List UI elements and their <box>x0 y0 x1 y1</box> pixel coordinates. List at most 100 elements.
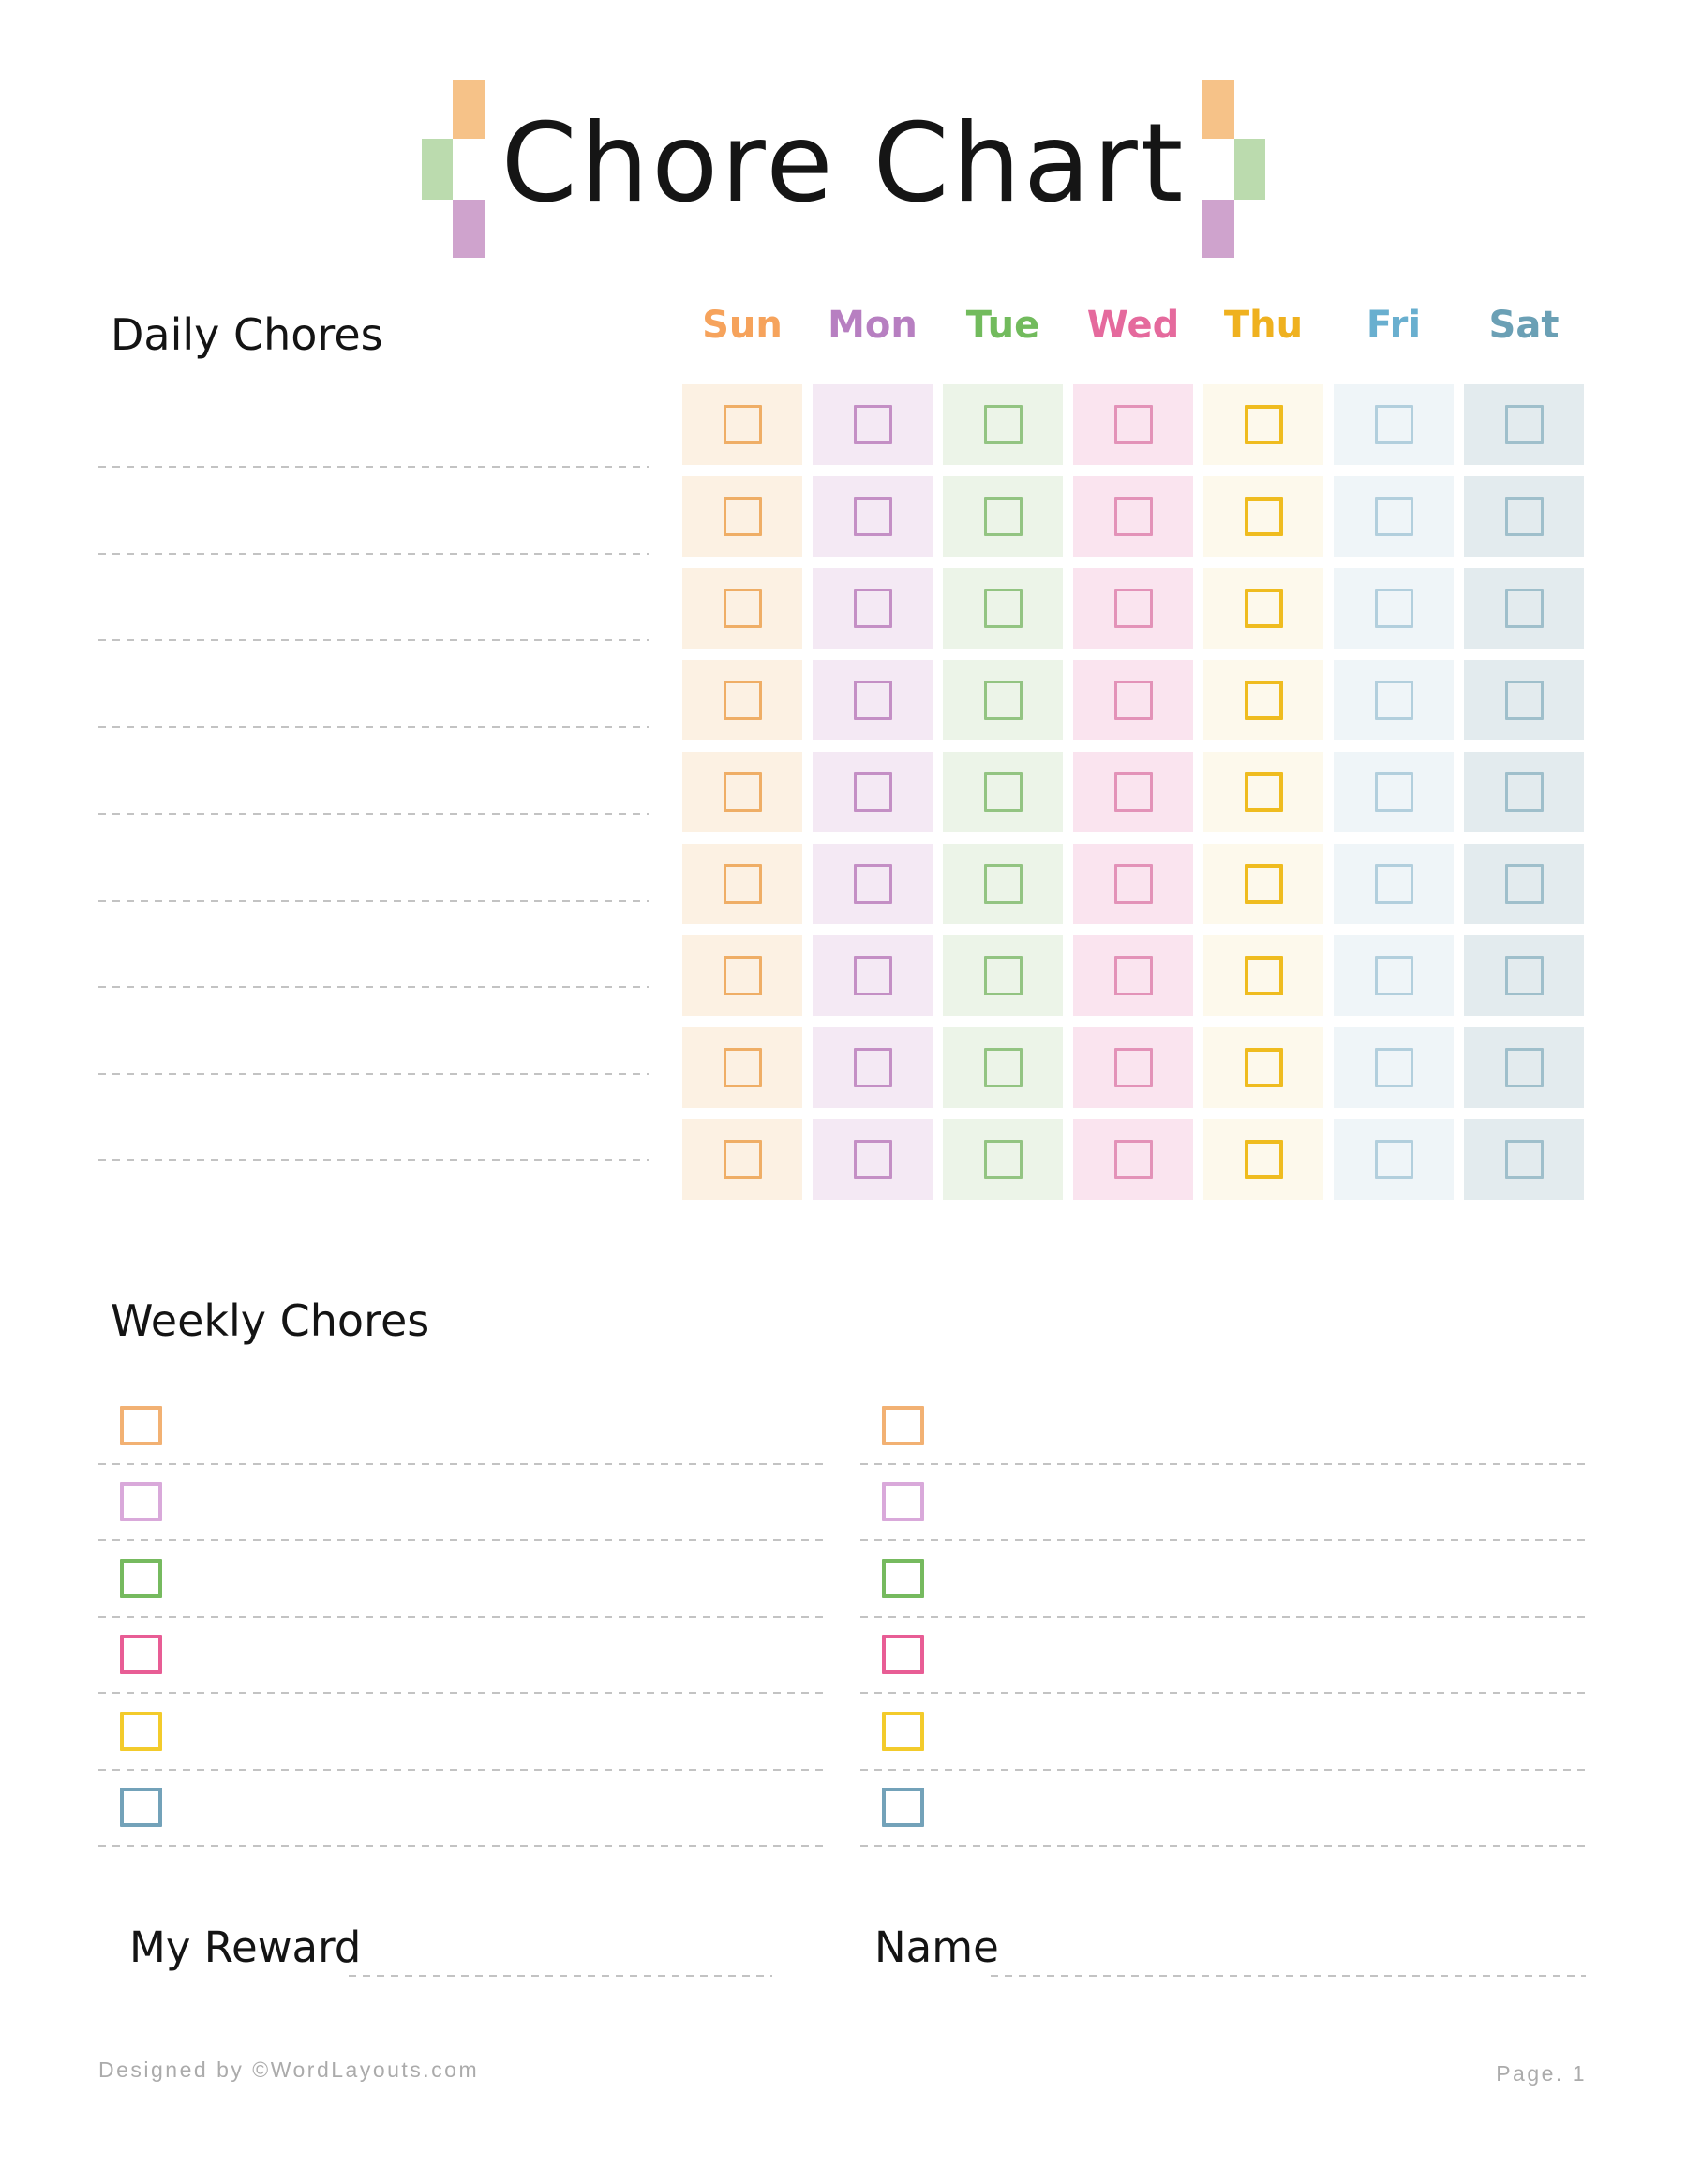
weekly-checkbox-right-2[interactable] <box>882 1482 924 1521</box>
chore-checkbox-mon-row2[interactable] <box>853 497 892 536</box>
weekly-chore-line-left-4[interactable] <box>98 1692 823 1694</box>
chore-checkbox-thu-row5[interactable] <box>1244 772 1283 812</box>
chore-checkbox-sat-row8[interactable] <box>1504 1048 1544 1087</box>
chore-checkbox-mon-row5[interactable] <box>853 772 892 812</box>
daily-chore-line-4[interactable] <box>98 726 649 728</box>
weekly-chore-line-left-3[interactable] <box>98 1616 823 1618</box>
chore-checkbox-sat-row1[interactable] <box>1504 405 1544 444</box>
weekly-chore-line-left-2[interactable] <box>98 1539 823 1541</box>
daily-chore-line-3[interactable] <box>98 639 649 641</box>
chore-checkbox-wed-row8[interactable] <box>1113 1048 1153 1087</box>
chore-cell-fri-row3 <box>1334 568 1454 649</box>
chore-checkbox-thu-row8[interactable] <box>1244 1048 1283 1087</box>
chore-checkbox-mon-row6[interactable] <box>853 864 892 904</box>
chore-checkbox-sun-row1[interactable] <box>723 405 762 444</box>
chore-checkbox-sat-row6[interactable] <box>1504 864 1544 904</box>
chore-checkbox-wed-row4[interactable] <box>1113 681 1153 720</box>
chore-checkbox-fri-row2[interactable] <box>1374 497 1413 536</box>
weekly-chore-line-left-1[interactable] <box>98 1463 823 1465</box>
chore-checkbox-fri-row8[interactable] <box>1374 1048 1413 1087</box>
chore-checkbox-fri-row4[interactable] <box>1374 681 1413 720</box>
chore-checkbox-tue-row4[interactable] <box>983 681 1023 720</box>
weekly-chore-line-right-4[interactable] <box>860 1692 1586 1694</box>
chore-checkbox-thu-row4[interactable] <box>1244 681 1283 720</box>
chore-checkbox-sat-row9[interactable] <box>1504 1140 1544 1179</box>
weekly-checkbox-left-5[interactable] <box>120 1712 162 1751</box>
my-reward-line[interactable] <box>349 1975 772 1977</box>
chore-cell-sun-row8 <box>682 1027 802 1108</box>
chore-checkbox-thu-row2[interactable] <box>1244 497 1283 536</box>
chore-checkbox-mon-row4[interactable] <box>853 681 892 720</box>
chore-checkbox-wed-row3[interactable] <box>1113 589 1153 628</box>
chore-checkbox-wed-row5[interactable] <box>1113 772 1153 812</box>
chore-checkbox-sat-row2[interactable] <box>1504 497 1544 536</box>
weekly-checkbox-right-4[interactable] <box>882 1635 924 1674</box>
daily-chore-line-9[interactable] <box>98 1159 649 1161</box>
weekly-checkbox-left-4[interactable] <box>120 1635 162 1674</box>
chore-checkbox-thu-row3[interactable] <box>1244 589 1283 628</box>
chore-checkbox-sun-row8[interactable] <box>723 1048 762 1087</box>
weekly-checkbox-right-1[interactable] <box>882 1406 924 1445</box>
chore-checkbox-sat-row7[interactable] <box>1504 956 1544 995</box>
weekly-checkbox-left-1[interactable] <box>120 1406 162 1445</box>
chore-checkbox-mon-row1[interactable] <box>853 405 892 444</box>
weekly-chore-line-left-5[interactable] <box>98 1769 823 1771</box>
chore-checkbox-fri-row9[interactable] <box>1374 1140 1413 1179</box>
weekly-checkbox-left-6[interactable] <box>120 1788 162 1827</box>
chore-checkbox-wed-row2[interactable] <box>1113 497 1153 536</box>
chore-checkbox-fri-row1[interactable] <box>1374 405 1413 444</box>
chore-checkbox-wed-row1[interactable] <box>1113 405 1153 444</box>
weekly-chore-line-left-6[interactable] <box>98 1845 823 1847</box>
weekly-checkbox-left-3[interactable] <box>120 1559 162 1598</box>
chore-checkbox-sat-row3[interactable] <box>1504 589 1544 628</box>
chore-checkbox-thu-row7[interactable] <box>1244 956 1283 995</box>
weekly-chore-line-right-1[interactable] <box>860 1463 1586 1465</box>
name-line[interactable] <box>991 1975 1586 1977</box>
chore-checkbox-mon-row8[interactable] <box>853 1048 892 1087</box>
chore-checkbox-mon-row7[interactable] <box>853 956 892 995</box>
chore-checkbox-tue-row3[interactable] <box>983 589 1023 628</box>
chore-checkbox-wed-row9[interactable] <box>1113 1140 1153 1179</box>
daily-chore-line-8[interactable] <box>98 1073 649 1075</box>
chore-checkbox-wed-row7[interactable] <box>1113 956 1153 995</box>
weekly-chore-line-right-2[interactable] <box>860 1539 1586 1541</box>
chore-checkbox-fri-row7[interactable] <box>1374 956 1413 995</box>
chore-checkbox-sun-row9[interactable] <box>723 1140 762 1179</box>
weekly-checkbox-left-2[interactable] <box>120 1482 162 1521</box>
chore-checkbox-tue-row5[interactable] <box>983 772 1023 812</box>
chore-checkbox-tue-row8[interactable] <box>983 1048 1023 1087</box>
weekly-checkbox-right-5[interactable] <box>882 1712 924 1751</box>
chore-checkbox-sun-row2[interactable] <box>723 497 762 536</box>
chore-checkbox-fri-row5[interactable] <box>1374 772 1413 812</box>
chore-checkbox-thu-row1[interactable] <box>1244 405 1283 444</box>
chore-checkbox-mon-row3[interactable] <box>853 589 892 628</box>
chore-checkbox-tue-row9[interactable] <box>983 1140 1023 1179</box>
chore-checkbox-wed-row6[interactable] <box>1113 864 1153 904</box>
weekly-checkbox-right-3[interactable] <box>882 1559 924 1598</box>
daily-chore-line-7[interactable] <box>98 986 649 988</box>
chore-checkbox-sat-row5[interactable] <box>1504 772 1544 812</box>
weekly-chore-line-right-3[interactable] <box>860 1616 1586 1618</box>
daily-chore-line-6[interactable] <box>98 900 649 902</box>
chore-checkbox-tue-row2[interactable] <box>983 497 1023 536</box>
chore-checkbox-thu-row6[interactable] <box>1244 864 1283 904</box>
chore-checkbox-tue-row6[interactable] <box>983 864 1023 904</box>
daily-chore-line-5[interactable] <box>98 813 649 815</box>
weekly-checkbox-right-6[interactable] <box>882 1788 924 1827</box>
chore-checkbox-sat-row4[interactable] <box>1504 681 1544 720</box>
daily-chore-line-1[interactable] <box>98 466 649 468</box>
chore-checkbox-tue-row7[interactable] <box>983 956 1023 995</box>
chore-checkbox-sun-row6[interactable] <box>723 864 762 904</box>
chore-checkbox-tue-row1[interactable] <box>983 405 1023 444</box>
chore-checkbox-sun-row7[interactable] <box>723 956 762 995</box>
weekly-chore-line-right-6[interactable] <box>860 1845 1586 1847</box>
weekly-chore-line-right-5[interactable] <box>860 1769 1586 1771</box>
chore-checkbox-sun-row4[interactable] <box>723 681 762 720</box>
chore-checkbox-sun-row5[interactable] <box>723 772 762 812</box>
daily-chore-line-2[interactable] <box>98 553 649 555</box>
chore-checkbox-mon-row9[interactable] <box>853 1140 892 1179</box>
chore-checkbox-thu-row9[interactable] <box>1244 1140 1283 1179</box>
chore-checkbox-fri-row3[interactable] <box>1374 589 1413 628</box>
chore-checkbox-fri-row6[interactable] <box>1374 864 1413 904</box>
chore-checkbox-sun-row3[interactable] <box>723 589 762 628</box>
